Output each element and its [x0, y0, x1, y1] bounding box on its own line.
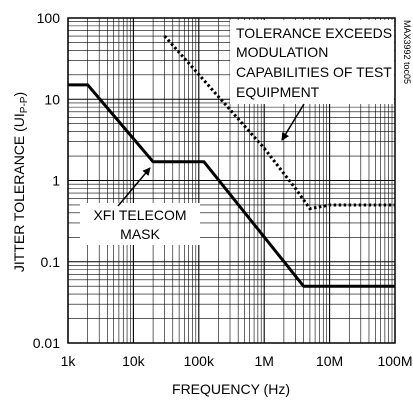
test-limit-line	[163, 35, 395, 211]
x-tick-labels: 1k 10k 100k 1M 10M 100M	[61, 353, 413, 369]
mask-label-line-1: XFI TELECOM	[93, 207, 186, 223]
x-tick-label: 1M	[254, 353, 273, 369]
x-tick-label: 100M	[377, 353, 412, 369]
x-tick-label: 1k	[61, 353, 77, 369]
limit-label-line-3: CAPABILITIES OF TEST	[236, 64, 392, 80]
y-axis-label-subscript: P-P	[19, 96, 30, 113]
limit-label-line-4: EQUIPMENT	[236, 84, 320, 100]
y-axis-label-close: )	[11, 92, 27, 97]
limit-pointer-arrow	[281, 103, 305, 141]
mask-label-line-2: MASK	[120, 226, 160, 242]
limit-label-line-2: MODULATION	[236, 44, 328, 60]
x-axis-label: FREQUENCY (Hz)	[172, 381, 290, 397]
y-tick-label: 100	[37, 10, 61, 26]
y-tick-label: 1	[52, 173, 60, 189]
limit-label-line-1: TOLERANCE EXCEEDS	[236, 25, 392, 41]
reference-id: MAX3992 toc05	[402, 20, 412, 84]
y-axis-label-main: JITTER TOLERANCE (UI	[11, 113, 27, 272]
annotations: TOLERANCE EXCEEDS MODULATION CAPABILITIE…	[80, 20, 394, 245]
y-tick-label: 0.01	[33, 335, 60, 351]
y-tick-labels: 0.01 0.1 1 10 100	[33, 10, 60, 351]
plot-frame	[67, 17, 396, 344]
telecom-mask-line	[68, 83, 395, 288]
y-tick-label: 0.1	[41, 254, 61, 270]
y-axis-label: JITTER TOLERANCE (UIP-P)	[11, 92, 30, 272]
mask-pointer-arrow	[117, 167, 151, 207]
limit-label-background	[230, 20, 394, 104]
x-tick-label: 10M	[316, 353, 343, 369]
x-tick-label: 100k	[184, 353, 215, 369]
y-tick-label: 10	[44, 91, 60, 107]
series-lines	[68, 35, 395, 288]
x-tick-label: 10k	[122, 353, 146, 369]
mask-label-background	[80, 203, 200, 245]
